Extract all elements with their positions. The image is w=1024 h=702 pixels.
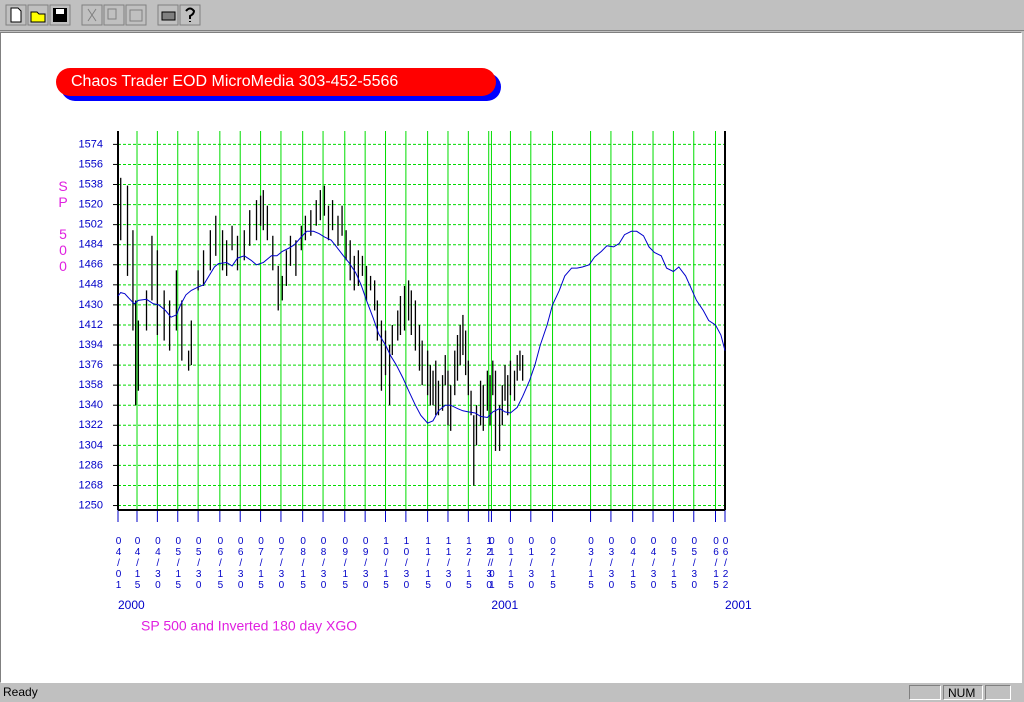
y-tick-label: 1448 (79, 279, 103, 291)
chart-title: Chaos Trader EOD MicroMedia 303-452-5566 (71, 73, 398, 90)
x-tick-label: 06/22 (720, 536, 731, 591)
x-tick-label: 05/15 (172, 536, 184, 591)
x-tick-label: 04/30 (648, 536, 660, 591)
status-panel (985, 685, 1011, 700)
x-tick-label: 02/15 (547, 536, 559, 591)
x-tick-label: 09/15 (339, 536, 351, 591)
x-tick-label: 05/15 (668, 536, 680, 591)
chart-caption: SP 500 and Inverted 180 day XGO (141, 618, 357, 634)
status-panel (909, 685, 941, 700)
document-view: Chaos Trader EOD MicroMedia 303-452-5566… (0, 32, 1022, 683)
help-icon (185, 7, 196, 22)
x-year-label: 2001 (725, 598, 752, 612)
x-tick-label: 12/15 (463, 536, 475, 591)
x-tick-label: 11/30 (442, 536, 454, 591)
x-tick-label: 05/30 (193, 536, 205, 591)
x-tick-label: 03/30 (605, 536, 617, 591)
title-banner (56, 68, 496, 96)
y-tick-label: 1574 (79, 138, 103, 150)
toolbar-icons (5, 4, 201, 26)
copy-icon (107, 8, 117, 20)
status-message: Ready (3, 685, 38, 699)
y-tick-label: 1484 (79, 239, 103, 251)
x-tick-label: 09/30 (360, 536, 372, 591)
open-icon (30, 11, 46, 23)
x-tick-label: 04/01 (113, 536, 124, 591)
x-tick-label: 06/30 (235, 536, 247, 591)
y-tick-label: 1250 (79, 499, 103, 511)
paste-button[interactable] (125, 4, 147, 26)
num-indicator: NUM (943, 685, 983, 700)
cut-icon (87, 8, 97, 22)
y-tick-label: 1412 (79, 319, 103, 331)
y-tick-label: 1394 (79, 339, 103, 351)
x-tick-label: 10/30 (400, 536, 412, 591)
y-tick-label: 1466 (79, 259, 103, 271)
y-tick-label: 1430 (79, 299, 103, 311)
x-tick-label: 07/15 (255, 536, 267, 591)
paste-icon (129, 9, 143, 22)
toolbar (0, 0, 1024, 31)
x-tick-label: 05/30 (688, 536, 700, 591)
x-tick-label: 04/15 (132, 536, 143, 591)
y-tick-label: 1268 (79, 479, 103, 491)
y-tick-label: 1520 (79, 198, 103, 210)
x-tick-label: 06/15 (214, 536, 226, 591)
new-icon (10, 7, 22, 23)
chart: Chaos Trader EOD MicroMedia 303-452-5566… (56, 68, 752, 634)
x-tick-label: 10/15 (380, 536, 392, 591)
y-axis-label: SP 500 (55, 178, 71, 274)
x-tick-label: 01/15 (505, 536, 517, 591)
x-year-label: 2001 (491, 598, 518, 612)
x-tick-label: 01/30 (525, 536, 537, 591)
y-tick-label: 1556 (79, 158, 103, 170)
y-tick-label: 1304 (79, 439, 103, 451)
y-tick-label: 1358 (79, 379, 103, 391)
x-tick-label: 07/30 (275, 536, 287, 591)
y-tick-label: 1502 (79, 219, 103, 231)
indicator-line (117, 230, 726, 424)
x-tick-label: 04/15 (627, 536, 639, 591)
x-tick-label: 08/15 (297, 536, 309, 591)
x-tick-label: 08/30 (318, 536, 330, 591)
chart-body: Chaos Trader EOD MicroMedia 303-452-5566… (56, 68, 752, 634)
x-tick-label: 03/15 (585, 536, 597, 591)
y-tick-label: 1340 (79, 399, 103, 411)
y-tick-label: 1286 (79, 459, 103, 471)
y-tick-label: 1322 (79, 419, 103, 431)
x-tick-label: 04/30 (152, 536, 164, 591)
x-tick-label: 12/30 (483, 536, 495, 591)
x-tick-label: 11/15 (422, 536, 434, 591)
save-icon-label (56, 9, 64, 14)
x-year-label: 2000 (118, 598, 145, 612)
x-tick-label: 01/01 (486, 536, 498, 591)
y-tick-label: 1538 (79, 178, 103, 190)
x-tick-label: 06/15 (710, 536, 722, 591)
status-bar: Ready NUM (0, 683, 1024, 702)
y-tick-label: 1376 (79, 359, 103, 371)
print-icon (161, 11, 176, 21)
copy-button[interactable] (103, 4, 125, 26)
